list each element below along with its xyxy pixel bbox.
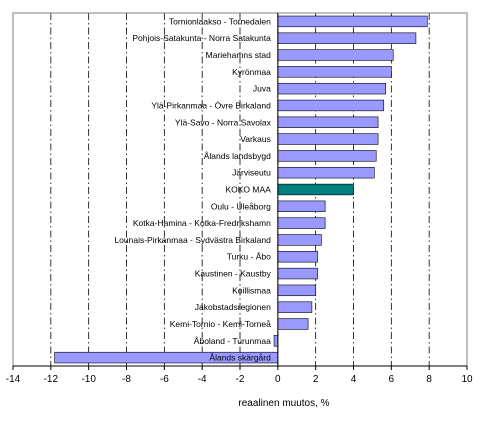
x-axis: -14 -12 -10 -8 -6 -4 -2 0 2 4 6 8 10 (6, 13, 473, 385)
bar (277, 15, 428, 28)
x-tick-label: -2 (236, 374, 245, 385)
bar (277, 82, 386, 95)
x-tick-label: -10 (81, 374, 96, 385)
category-label: KOKO MAA (225, 185, 271, 195)
category-label: Kaustinen - Kaustby (195, 269, 272, 279)
x-tick-label: -6 (160, 374, 169, 385)
x-tick-label: -4 (198, 374, 207, 385)
category-label: Åboland - Turunmaa (194, 336, 271, 346)
category-label: Kotka-Hamina - Kotka-Fredrikshamn (133, 218, 271, 228)
category-label: Varkaus (240, 134, 271, 144)
category-label: Kemi-Tornio - Kemi-Torneå (170, 319, 271, 329)
bar (277, 217, 326, 229)
x-tick-label: -12 (44, 374, 59, 385)
category-label: Juva (253, 84, 271, 94)
bar (277, 167, 375, 179)
category-label: Ylä-Savo - Norra Savolax (175, 117, 272, 127)
category-label: Kyrönmaa (232, 67, 271, 77)
bar (277, 200, 326, 212)
bar (277, 267, 318, 280)
category-label: Ålands skärgård (209, 353, 271, 363)
bar (277, 150, 377, 162)
bar (277, 116, 379, 128)
category-label: Jakobstadsregionen (195, 302, 271, 312)
bar (277, 301, 313, 313)
bar (277, 234, 322, 246)
x-tick-label: 4 (351, 374, 357, 385)
category-label: Ålands landsbygd (204, 151, 271, 161)
bar (277, 66, 392, 78)
bar-highlight (277, 183, 354, 196)
bar (277, 284, 316, 297)
x-tick-label: 10 (461, 374, 473, 385)
bar (273, 335, 279, 347)
category-label: Ylä-Pirkanmaa - Övre Birkaland (151, 100, 271, 110)
bar (277, 99, 385, 112)
x-tick-label: 6 (389, 374, 395, 385)
category-label: Koillismaa (232, 285, 271, 295)
x-tick-label: 2 (313, 374, 319, 385)
bar (277, 133, 379, 145)
x-tick-label: 8 (426, 374, 432, 385)
x-tick-label: 0 (275, 374, 281, 385)
x-tick-label: -14 (6, 374, 21, 385)
category-label: Lounais-Pirkanmaa - Sydvästra Birkaland (114, 235, 271, 245)
category-labels: Tornionlaakso - Tornedalen Pohjois-Sataku… (114, 16, 271, 362)
x-tick-label: -8 (122, 374, 131, 385)
category-label: Oulu - Uleåborg (211, 201, 271, 211)
bar (277, 49, 394, 61)
bar (277, 318, 309, 330)
category-label: Järviseutu (232, 168, 271, 178)
category-label: Turku - Åbo (227, 252, 271, 262)
bar (277, 32, 417, 44)
category-label: Tornionlaakso - Tornedalen (169, 16, 271, 26)
x-axis-title: reaalinen muutos, % (238, 398, 329, 409)
bar (277, 251, 318, 263)
category-label: Mariehamns stad (206, 50, 271, 60)
category-label: Pohjois-Satakunta - Norra Satakunta (132, 33, 271, 43)
